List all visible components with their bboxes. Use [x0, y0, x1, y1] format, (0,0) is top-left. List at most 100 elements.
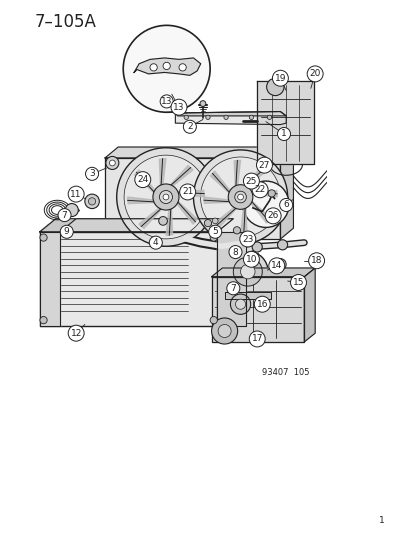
Polygon shape — [105, 158, 280, 239]
Circle shape — [272, 70, 288, 86]
Circle shape — [227, 252, 268, 292]
Polygon shape — [224, 292, 271, 299]
Circle shape — [159, 190, 172, 204]
Text: 11: 11 — [70, 190, 82, 199]
Polygon shape — [247, 197, 270, 223]
Circle shape — [68, 325, 84, 341]
Polygon shape — [40, 219, 233, 232]
Text: 18: 18 — [310, 256, 322, 265]
Circle shape — [243, 252, 259, 267]
Circle shape — [40, 317, 47, 324]
Circle shape — [239, 231, 255, 247]
Polygon shape — [256, 81, 313, 164]
Circle shape — [40, 234, 47, 241]
Polygon shape — [134, 58, 200, 75]
Circle shape — [58, 208, 71, 222]
Text: 1: 1 — [378, 515, 384, 524]
Circle shape — [124, 155, 207, 239]
Circle shape — [60, 225, 73, 238]
Circle shape — [230, 294, 250, 314]
Circle shape — [279, 198, 292, 212]
Circle shape — [158, 216, 167, 225]
Circle shape — [308, 253, 324, 269]
Circle shape — [116, 148, 215, 246]
Polygon shape — [203, 197, 235, 204]
Polygon shape — [214, 204, 240, 227]
Circle shape — [226, 282, 239, 295]
Circle shape — [374, 513, 387, 527]
Circle shape — [210, 317, 217, 324]
Text: 25: 25 — [245, 176, 256, 185]
Polygon shape — [159, 159, 166, 192]
Text: 7–105A: 7–105A — [34, 13, 96, 31]
Circle shape — [208, 225, 221, 238]
Circle shape — [268, 190, 275, 197]
Polygon shape — [245, 191, 277, 197]
Polygon shape — [175, 111, 285, 116]
Circle shape — [152, 184, 178, 210]
Text: 20: 20 — [309, 69, 320, 78]
Polygon shape — [40, 232, 60, 326]
Text: 7: 7 — [230, 284, 236, 293]
Circle shape — [267, 115, 271, 119]
Circle shape — [210, 234, 217, 241]
Circle shape — [123, 26, 210, 112]
Text: 16: 16 — [256, 300, 267, 309]
Circle shape — [274, 259, 285, 270]
Circle shape — [149, 236, 162, 249]
Polygon shape — [166, 166, 192, 190]
Circle shape — [254, 296, 270, 312]
Circle shape — [88, 198, 95, 205]
Circle shape — [109, 160, 115, 166]
Circle shape — [68, 186, 84, 202]
Text: 8: 8 — [232, 247, 238, 256]
Circle shape — [233, 227, 240, 234]
Text: 13: 13 — [161, 97, 172, 106]
Polygon shape — [280, 147, 293, 239]
Circle shape — [277, 240, 287, 250]
Circle shape — [178, 64, 186, 71]
Circle shape — [85, 167, 98, 180]
Circle shape — [211, 318, 237, 344]
Text: 19: 19 — [274, 74, 285, 83]
Text: 3: 3 — [89, 169, 95, 179]
Text: 14: 14 — [271, 261, 282, 270]
Circle shape — [65, 204, 78, 216]
Polygon shape — [217, 232, 246, 326]
Text: 23: 23 — [242, 235, 253, 244]
Circle shape — [290, 274, 306, 290]
Circle shape — [171, 99, 187, 115]
Text: 13: 13 — [173, 103, 184, 112]
Circle shape — [223, 115, 228, 119]
Text: 5: 5 — [212, 227, 218, 236]
Polygon shape — [127, 197, 160, 204]
Polygon shape — [234, 160, 240, 192]
Polygon shape — [171, 190, 204, 197]
Circle shape — [204, 220, 211, 227]
Circle shape — [200, 157, 280, 237]
Polygon shape — [240, 202, 246, 234]
Polygon shape — [175, 111, 285, 125]
Text: 6: 6 — [282, 200, 288, 209]
Polygon shape — [40, 219, 76, 232]
Circle shape — [85, 194, 99, 208]
Circle shape — [243, 173, 259, 189]
Text: 7: 7 — [62, 211, 67, 220]
Circle shape — [183, 120, 196, 133]
Polygon shape — [138, 204, 166, 229]
Circle shape — [234, 191, 246, 203]
Circle shape — [193, 150, 287, 244]
Text: 4: 4 — [153, 238, 158, 247]
Text: 17: 17 — [251, 335, 262, 343]
Circle shape — [252, 182, 268, 198]
Text: 15: 15 — [292, 278, 304, 287]
Text: 12: 12 — [70, 329, 82, 338]
Polygon shape — [210, 171, 233, 197]
Text: 27: 27 — [258, 160, 270, 169]
Polygon shape — [134, 170, 159, 197]
Circle shape — [150, 64, 157, 71]
Polygon shape — [304, 268, 314, 342]
Circle shape — [249, 115, 253, 119]
Circle shape — [163, 62, 170, 69]
Text: 22: 22 — [254, 185, 265, 194]
